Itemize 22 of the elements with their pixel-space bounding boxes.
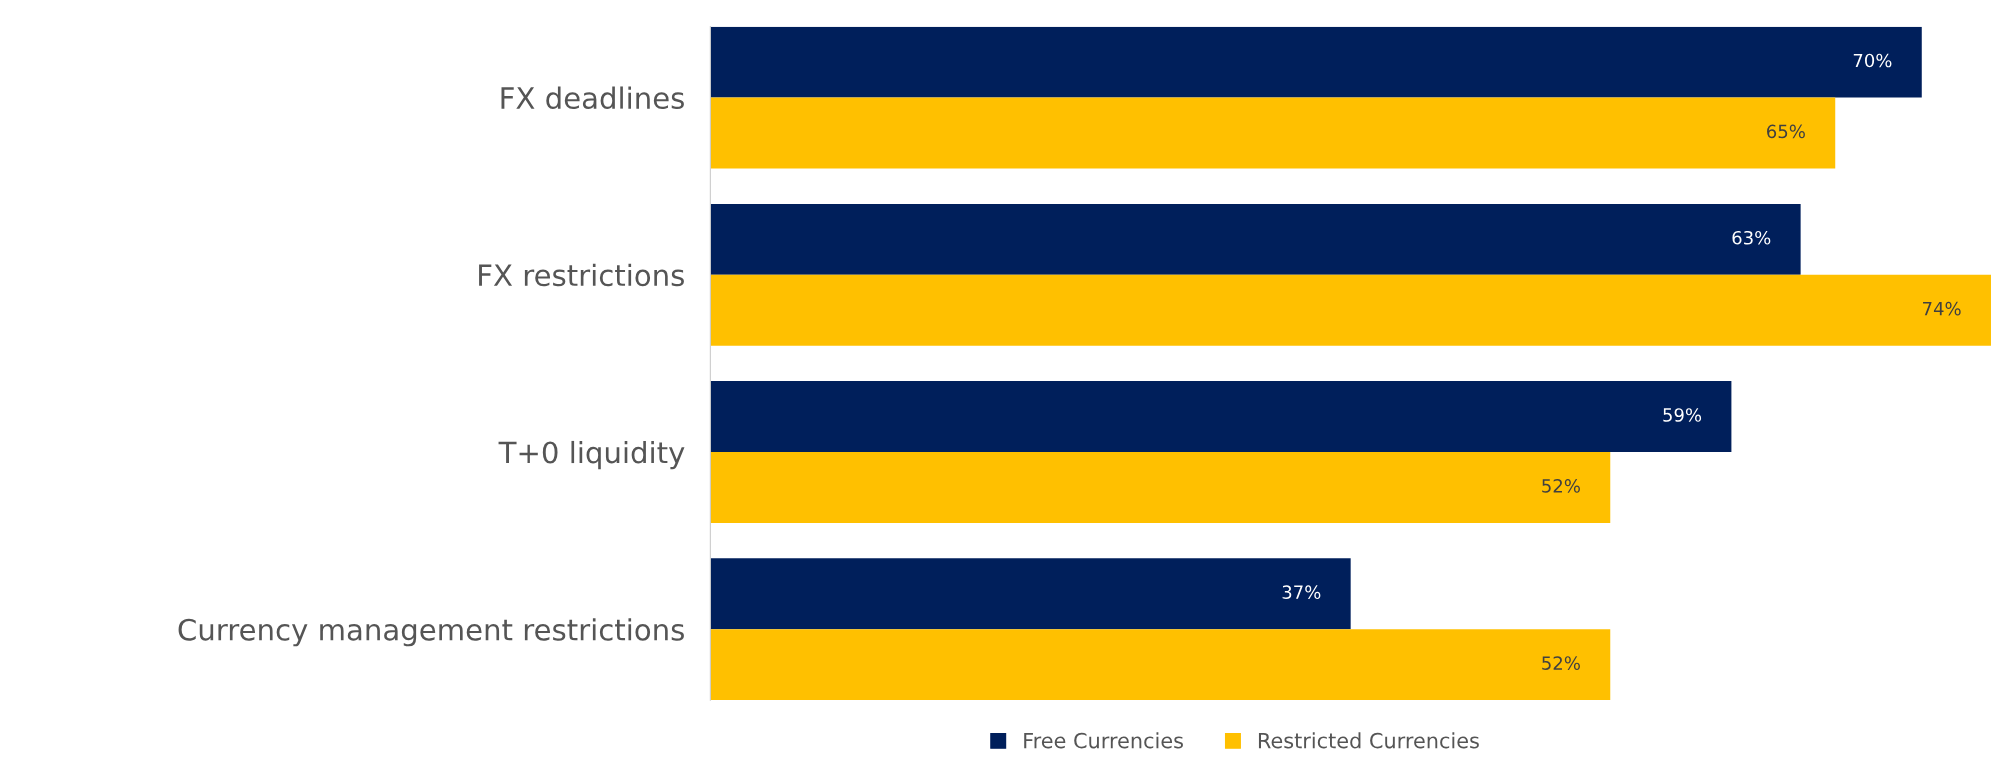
data-label: 37% [1282, 585, 1321, 600]
legend-label: Free Currencies [1024, 732, 1183, 749]
bar [710, 381, 1732, 452]
y-tick-label: FX restrictions [479, 263, 684, 287]
bar [710, 97, 1836, 169]
data-label: 70% [1853, 53, 1892, 68]
y-tick-label: FX deadlines [501, 86, 684, 110]
data-label: 65% [1767, 124, 1805, 139]
bar [710, 203, 1801, 275]
y-tick-label: Currency management restrictions [178, 618, 684, 647]
bar [710, 26, 1922, 98]
data-label: 52% [1542, 479, 1580, 493]
data-label: 63% [1732, 230, 1771, 245]
y-tick-label: T+0 liquidity [498, 440, 685, 470]
bar [710, 274, 1991, 346]
bar [710, 629, 1611, 701]
bar [710, 558, 1351, 630]
legend-label: Restricted Currencies [1258, 732, 1479, 749]
bar [710, 452, 1611, 523]
data-label: 59% [1663, 408, 1702, 422]
data-label: 52% [1542, 656, 1580, 670]
data-label: 74% [1923, 301, 1961, 316]
